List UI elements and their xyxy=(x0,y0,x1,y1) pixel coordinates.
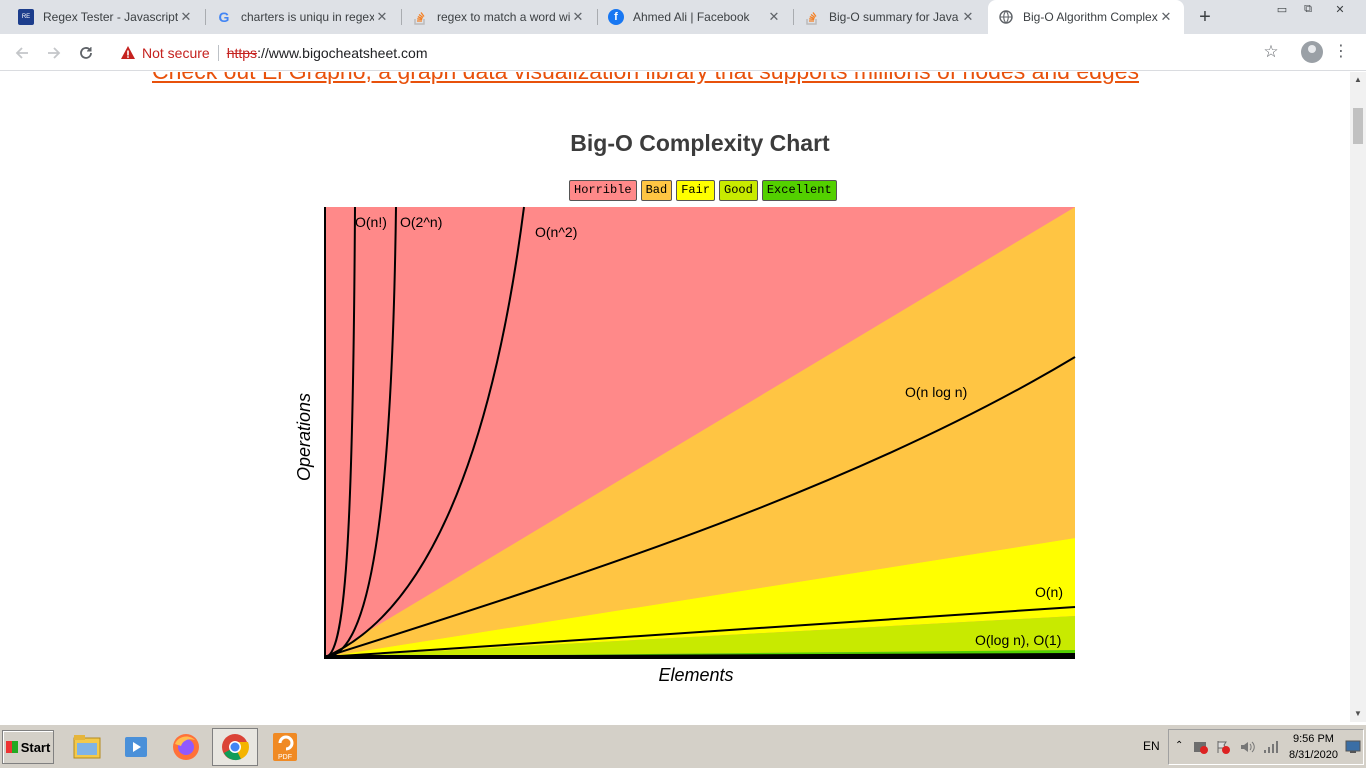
page-viewport: Check out El Grapho, a graph data visual… xyxy=(0,72,1350,722)
region-fair xyxy=(325,538,1075,657)
label-o-factorial: O(n!) xyxy=(355,214,387,230)
restore-button[interactable]: ⧉ xyxy=(1304,2,1312,15)
tab-separator xyxy=(793,9,794,25)
scroll-thumb[interactable] xyxy=(1353,108,1363,144)
new-tab-button[interactable]: + xyxy=(1199,6,1211,28)
curve-o-linear xyxy=(324,606,1076,658)
regex-tester-icon: RE xyxy=(18,9,34,25)
svg-text:PDF: PDF xyxy=(278,754,292,761)
media-player-icon[interactable] xyxy=(113,728,159,766)
tab-google-search[interactable]: G charters is uniqu in regex - ✕ xyxy=(206,0,400,34)
firefox-icon[interactable] xyxy=(163,728,209,766)
not-secure-label[interactable]: Not secure xyxy=(142,44,210,61)
close-icon[interactable]: ✕ xyxy=(572,9,584,24)
tab-title: Ahmed Ali | Facebook xyxy=(633,10,750,24)
label-o-log-constant: O(log n), O(1) xyxy=(975,632,1061,648)
minimize-button[interactable]: ▭ xyxy=(1276,3,1288,16)
scroll-up-arrow-icon[interactable]: ▲ xyxy=(1354,75,1362,84)
tab-facebook[interactable]: f Ahmed Ali | Facebook ✕ xyxy=(598,0,792,34)
el-grapho-promo-link[interactable]: Check out El Grapho, a graph data visual… xyxy=(152,72,1139,85)
tab-regex-tester[interactable]: RE Regex Tester - Javascript, ✕ xyxy=(8,0,204,34)
network-signal-icon[interactable] xyxy=(1263,740,1279,754)
arrow-left-icon xyxy=(15,47,28,59)
tab-bigo-complexity[interactable]: Big-O Algorithm Complexity ✕ xyxy=(988,0,1184,34)
reload-button[interactable] xyxy=(74,41,98,65)
chart-legend: Horrible Bad Fair Good Excellent xyxy=(569,180,837,201)
legend-excellent: Excellent xyxy=(761,180,837,201)
region-bad xyxy=(325,207,1075,657)
tab-title: charters is uniqu in regex - xyxy=(241,10,374,24)
x-axis-label: Elements xyxy=(658,665,733,685)
show-hidden-icons-icon[interactable]: ⌃ xyxy=(1175,740,1184,751)
label-o-nlogn: O(n log n) xyxy=(905,384,967,400)
legend-bad: Bad xyxy=(640,180,673,201)
stackoverflow-icon xyxy=(804,9,820,25)
tab-bigo-summary[interactable]: Big-O summary for Java Co ✕ xyxy=(794,0,986,34)
menu-kebab-icon[interactable]: ⋮ xyxy=(1333,43,1349,60)
legend-good: Good xyxy=(719,180,758,201)
omnibox-divider xyxy=(217,44,219,61)
url-scheme: https xyxy=(226,44,258,61)
action-center-flag-icon[interactable] xyxy=(1215,740,1231,754)
clock-date[interactable]: 8/31/2020 xyxy=(1289,749,1338,761)
tab-stackoverflow-regex[interactable]: regex to match a word with ✕ xyxy=(402,0,596,34)
label-o-quadratic: O(n^2) xyxy=(535,224,577,240)
tab-separator xyxy=(401,9,402,25)
windows-flag-icon xyxy=(5,741,18,753)
scroll-down-arrow-icon[interactable]: ▼ xyxy=(1354,709,1362,718)
close-window-button[interactable]: ✕ xyxy=(1335,3,1345,16)
warning-icon xyxy=(121,45,135,59)
label-o-linear: O(n) xyxy=(1035,584,1063,600)
browser-toolbar: Not secure https ://www.bigocheatsheet.c… xyxy=(0,34,1366,71)
chart-title: Big-O Complexity Chart xyxy=(570,130,830,156)
close-icon[interactable]: ✕ xyxy=(768,9,780,24)
facebook-icon: f xyxy=(608,9,624,25)
tab-title: Big-O Algorithm Complexity xyxy=(1023,10,1158,24)
google-icon: G xyxy=(218,9,230,25)
forward-button[interactable] xyxy=(42,41,66,65)
curve-o-quadratic xyxy=(324,206,525,658)
url-host: ://www.bigocheatsheet.com xyxy=(257,44,428,61)
tab-separator xyxy=(597,9,598,25)
curve-o-factorial xyxy=(324,206,356,658)
back-button[interactable] xyxy=(10,41,34,65)
close-icon[interactable]: ✕ xyxy=(180,9,192,24)
big-o-chart: O(n!) O(2^n) O(n^2) O(n log n) O(n) O(lo… xyxy=(294,206,1076,685)
bookmark-star-icon[interactable]: ☆ xyxy=(1263,42,1279,61)
file-explorer-icon[interactable] xyxy=(64,728,110,766)
profile-avatar-icon[interactable] xyxy=(1301,41,1323,63)
region-good xyxy=(325,616,1075,657)
arrow-right-icon xyxy=(48,47,61,59)
start-button[interactable]: Start xyxy=(2,730,54,764)
security-alert-icon[interactable] xyxy=(1193,740,1209,754)
chrome-icon[interactable] xyxy=(212,728,258,766)
language-indicator[interactable]: EN xyxy=(1143,739,1160,753)
globe-icon xyxy=(998,9,1014,25)
legend-horrible: Horrible xyxy=(569,180,637,201)
tab-title: Regex Tester - Javascript, xyxy=(43,10,178,24)
reload-icon xyxy=(80,47,92,59)
y-axis-label: Operations xyxy=(294,393,314,481)
show-desktop-icon[interactable] xyxy=(1345,740,1361,754)
label-o-exponential: O(2^n) xyxy=(400,214,442,230)
close-icon[interactable]: ✕ xyxy=(376,9,388,24)
page-scrollbar[interactable]: ▲ ▼ xyxy=(1350,72,1366,722)
close-icon[interactable]: ✕ xyxy=(1160,9,1172,24)
legend-fair: Fair xyxy=(676,180,716,201)
system-tray: ⌃ xyxy=(1168,729,1364,765)
tab-separator xyxy=(205,9,206,25)
tab-title: regex to match a word with xyxy=(437,10,570,24)
address-bar[interactable]: Not secure https ://www.bigocheatsheet.c… xyxy=(108,38,1292,67)
stackoverflow-icon xyxy=(412,9,428,25)
volume-icon[interactable] xyxy=(1239,740,1255,754)
tab-title: Big-O summary for Java Co xyxy=(829,10,960,24)
pdf-reader-icon[interactable]: PDF xyxy=(262,728,308,766)
taskbar: Start PDF EN ⌃ 9:56 PM 8/31/2020 xyxy=(0,724,1366,768)
start-label: Start xyxy=(20,739,51,755)
curve-o-nlogn xyxy=(324,356,1076,658)
tab-strip: RE Regex Tester - Javascript, ✕ G charte… xyxy=(0,0,1366,34)
clock-time[interactable]: 9:56 PM xyxy=(1293,733,1334,745)
close-icon[interactable]: ✕ xyxy=(962,9,974,24)
